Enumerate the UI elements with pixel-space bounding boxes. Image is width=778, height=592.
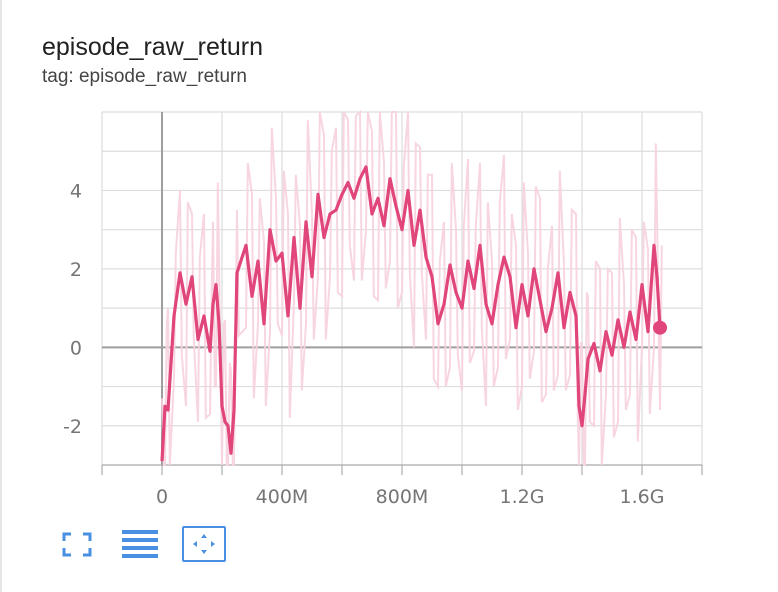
series-line [160, 165, 662, 462]
y-tick-label: -2 [63, 416, 82, 438]
y-tick-label: 0 [70, 337, 82, 359]
chart-tag-subtitle: tag: episode_raw_return [42, 66, 247, 87]
toggle-log-scale-icon [120, 526, 158, 562]
x-tick-label: 400M [256, 486, 309, 508]
series-end-point [653, 320, 667, 335]
fit-domain-button[interactable] [182, 526, 226, 562]
fullscreen-icon [58, 526, 96, 562]
fullscreen-button[interactable] [58, 526, 96, 562]
fit-domain-icon [184, 528, 224, 560]
x-tick-label: 800M [376, 486, 429, 508]
tick-labels: 0 400M 800M 1.2G 1.6G -2 0 2 4 [63, 180, 664, 508]
x-tick-label: 1.2G [500, 486, 545, 508]
toggle-log-scale-button[interactable] [120, 526, 158, 562]
x-tick-label: 1.6G [620, 486, 665, 508]
line-chart[interactable]: 0 400M 800M 1.2G 1.6G -2 0 2 4 [0, 0, 778, 520]
y-tick-label: 4 [70, 180, 82, 202]
card-left-border [0, 0, 2, 592]
x-tick-label: 0 [156, 486, 168, 508]
y-tick-label: 2 [70, 259, 82, 281]
chart-title: episode_raw_return [42, 33, 263, 61]
smoothed-series-layer [160, 165, 667, 462]
